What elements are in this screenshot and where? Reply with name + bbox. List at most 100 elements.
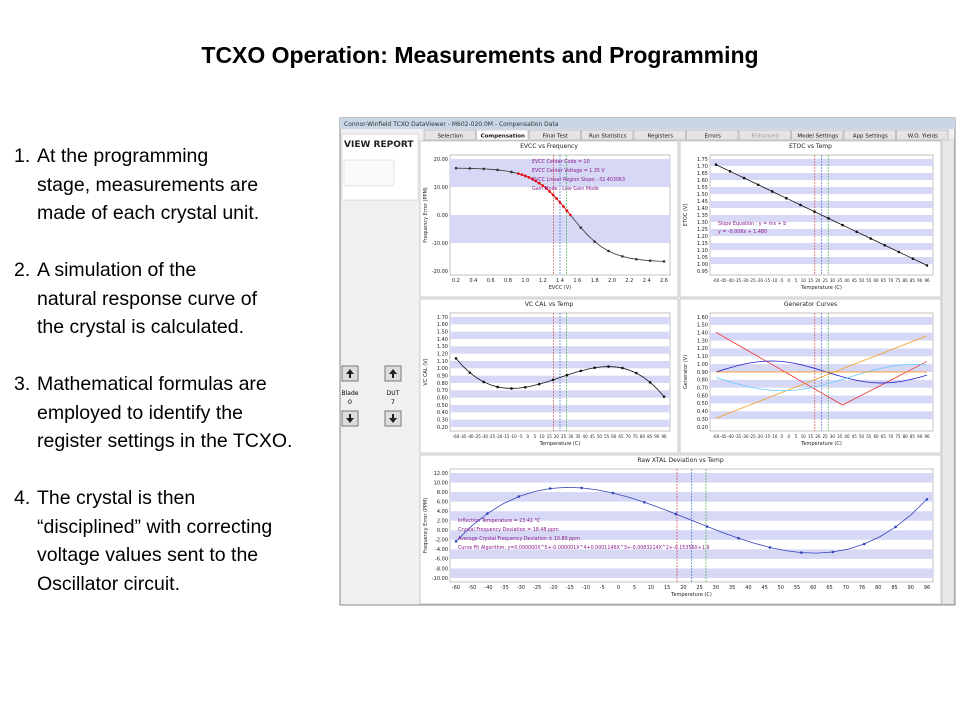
item-line: natural response curve of [37, 287, 258, 310]
chart-note: EVCC Linear Region Slope: -32.403063 [532, 177, 625, 183]
x-tick-label: 70 [888, 434, 894, 439]
curve-point [482, 167, 486, 171]
y-tick-label: 0.95 [697, 269, 708, 275]
x-tick-label: 55 [866, 278, 872, 283]
y-tick-label: 0.80 [697, 378, 708, 384]
x-tick-label: -35 [735, 278, 742, 283]
y-tick-label: 1.05 [697, 255, 708, 261]
y-tick-label: -4.00 [435, 547, 448, 553]
list-item: 4. The crystal is then “disciplined” with … [14, 484, 272, 598]
tab[interactable] [738, 129, 791, 141]
tab[interactable] [528, 129, 581, 141]
x-tick-label: 75 [895, 434, 901, 439]
y-tick-label: 1.60 [437, 322, 448, 328]
curve-point [534, 179, 538, 183]
chart-title: Raw XTAL Deviation vs Temp [637, 457, 723, 464]
y-tick-label: 1.60 [697, 178, 708, 184]
curve-point [454, 166, 458, 170]
x-tick-label: 5 [633, 585, 636, 591]
y-tick-label: -20.00 [432, 269, 448, 275]
x-tick-label: 35 [729, 585, 735, 591]
x-tick-label: 65 [881, 278, 887, 283]
x-tick-label: 70 [626, 434, 632, 439]
tab[interactable] [633, 129, 686, 141]
curve-point [742, 176, 746, 180]
x-tick-label: 15 [664, 585, 670, 591]
x-tick-label: 40 [844, 434, 850, 439]
item-line: “disciplined” with correcting [37, 515, 273, 538]
x-tick-label: -50 [468, 585, 476, 591]
y-tick-label: 1.70 [697, 164, 708, 170]
curve [715, 335, 928, 419]
tab[interactable] [476, 129, 529, 141]
item-line: employed to identify the [37, 401, 243, 424]
x-tick-label: 2.2 [625, 278, 633, 284]
y-tick-label: 1.20 [697, 234, 708, 240]
tab[interactable] [581, 129, 634, 141]
y-tick-label: 0.60 [697, 393, 708, 399]
tab-label: App Settings [853, 134, 888, 140]
curve-point [862, 542, 866, 546]
item-line: At the programming [37, 145, 209, 167]
x-axis-label: Temperature (C) [800, 285, 842, 291]
control-label: DUT [387, 390, 400, 397]
x-tick-label: -25 [749, 434, 756, 439]
tab[interactable] [686, 129, 739, 141]
curve-point [593, 240, 596, 243]
curve-point [621, 366, 624, 370]
x-tick-label: 1.2 [539, 278, 547, 284]
y-tick-label: 0.80 [437, 381, 448, 387]
curve-point [548, 190, 551, 193]
grid-band [450, 405, 670, 413]
x-tick-label: -10 [771, 278, 778, 283]
curve-point [911, 257, 915, 260]
y-tick-label: 0.50 [697, 401, 708, 407]
chart-note: EVCC Center Code = 10 [532, 159, 590, 165]
curve-point [634, 257, 638, 261]
chart-note: Curve Fit Algorithm: y=0.000000X^5+-0.00… [458, 545, 709, 551]
y-tick-label: 1.45 [697, 199, 708, 205]
curve-point [468, 167, 472, 170]
curve-point [524, 385, 527, 389]
grid-band [710, 332, 933, 341]
x-axis-label: Temperature (C) [800, 441, 842, 447]
x-tick-label: 55 [866, 434, 872, 439]
x-tick-label: -10 [582, 585, 590, 591]
x-tick-label: 96 [924, 278, 930, 283]
x-tick-label: 30 [830, 434, 836, 439]
curve-point [674, 512, 678, 516]
y-tick-label: 0.40 [697, 409, 708, 415]
curve-point [541, 184, 544, 187]
y-tick-label: 1.40 [697, 331, 708, 337]
curve-point [607, 365, 610, 368]
tab[interactable] [843, 129, 896, 141]
item-number: 3. [14, 373, 31, 395]
tab[interactable] [423, 129, 476, 141]
y-tick-label: 0.50 [437, 403, 448, 409]
tab[interactable] [791, 129, 844, 141]
y-tick-label: -10.00 [432, 241, 448, 247]
y-tick-label: 1.00 [437, 366, 448, 372]
x-tick-label: 25 [696, 585, 702, 591]
x-tick-label: 0 [787, 434, 790, 439]
chart-note: y = -0.006x + 1.480 [718, 229, 767, 235]
x-tick-label: 80 [903, 434, 909, 439]
curve [455, 486, 928, 554]
x-tick-label: 30 [568, 434, 574, 439]
curve-point [454, 539, 458, 543]
x-tick-label: 65 [618, 434, 624, 439]
chart-title: VC CAL vs Temp [525, 301, 574, 308]
title-bar [340, 118, 955, 129]
chart-note: EVCC Center Voltage = 1.35 V [532, 168, 605, 174]
x-tick-label: 96 [661, 434, 667, 439]
control-value: 7 [391, 398, 395, 406]
curve-point [813, 210, 816, 213]
curve-point [897, 250, 901, 254]
y-axis-label: Frequency Error (PPM) [423, 498, 429, 553]
x-tick-label: 85 [910, 434, 916, 439]
x-tick-label: -25 [533, 585, 541, 591]
scrollbar [941, 139, 955, 605]
x-tick-label: 25 [823, 278, 829, 283]
x-tick-label: 45 [590, 434, 596, 439]
tab[interactable] [896, 129, 949, 141]
